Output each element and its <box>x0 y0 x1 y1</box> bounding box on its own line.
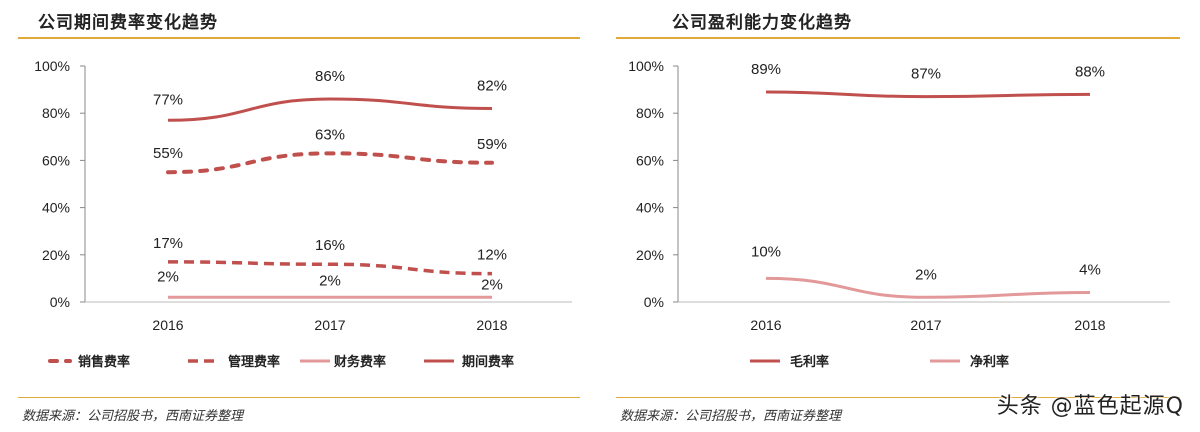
y-tick-label: 40% <box>42 200 70 216</box>
series-line <box>167 260 493 276</box>
data-label: 4% <box>1079 262 1101 279</box>
source-note: 数据来源：公司招股书，西南证券整理 <box>22 409 244 424</box>
footer-rule <box>18 397 580 398</box>
y-tick-label: 100% <box>628 58 664 74</box>
x-tick-label: 2016 <box>750 317 781 333</box>
x-tick-label: 2016 <box>152 317 183 333</box>
chart-title: 公司期间费率变化趋势 <box>38 13 218 33</box>
data-label: 89% <box>751 61 781 78</box>
data-label: 16% <box>315 237 345 254</box>
watermark: 头条 @蓝色起源Q <box>996 394 1184 419</box>
data-label: 77% <box>153 91 183 108</box>
data-label: 82% <box>477 77 507 94</box>
series-line <box>765 276 1091 299</box>
y-tick-label: 80% <box>42 105 70 121</box>
legend-label: 净利率 <box>970 354 1009 370</box>
title-rule <box>18 37 580 39</box>
data-label: 10% <box>751 243 781 260</box>
data-label: 55% <box>153 145 183 162</box>
series-line <box>166 151 494 175</box>
expense-rate-panel: 公司期间费率变化趋势 0% 20% 40% 60% 80% 100% 2016 2017 201… <box>0 0 590 432</box>
data-label: 2% <box>319 272 341 289</box>
source-note: 数据来源：公司招股书，西南证券整理 <box>620 409 842 424</box>
series-line <box>167 97 493 122</box>
x-tick-label: 2017 <box>910 317 941 333</box>
x-tick-label: 2017 <box>314 317 345 333</box>
data-label: 2% <box>157 268 179 285</box>
title-rule <box>616 37 1180 39</box>
data-label: 59% <box>477 136 507 153</box>
y-tick-label: 80% <box>636 105 664 121</box>
data-label: 12% <box>477 247 507 264</box>
y-tick-label: 60% <box>636 152 664 168</box>
x-tick-label: 2018 <box>1074 317 1105 333</box>
series-line <box>765 90 1091 99</box>
y-tick-label: 60% <box>42 152 70 168</box>
data-label: 88% <box>1075 63 1105 80</box>
data-label: 17% <box>153 235 183 252</box>
footer-rule <box>616 397 1180 398</box>
data-label: 63% <box>315 126 345 143</box>
data-label: 2% <box>481 276 503 293</box>
legend-label: 毛利率 <box>790 354 829 370</box>
legend-label: 期间费率 <box>462 354 514 370</box>
profitability-chart: 0% 20% 40% 60% 80% 100% 2016 2017 2018 89% 87% 88% 1… <box>628 58 1170 370</box>
legend-label: 管理费率 <box>228 354 280 370</box>
x-tick-label: 2018 <box>476 317 507 333</box>
y-tick-label: 20% <box>636 247 664 263</box>
y-tick-label: 20% <box>42 247 70 263</box>
y-tick-label: 0% <box>644 294 664 310</box>
y-tick-label: 40% <box>636 200 664 216</box>
y-tick-label: 0% <box>50 294 70 310</box>
data-label: 87% <box>911 66 941 83</box>
legend-label: 销售费率 <box>78 354 130 370</box>
data-label: 86% <box>315 68 345 85</box>
chart-title: 公司盈利能力变化趋势 <box>672 13 852 33</box>
y-tick-label: 100% <box>34 58 70 74</box>
legend-label: 财务费率 <box>334 354 386 370</box>
profitability-panel: 公司盈利能力变化趋势 0% 20% 40% 60% 80% 100% 2016 2017 201… <box>600 0 1200 432</box>
data-label: 2% <box>915 266 937 283</box>
expense-rate-chart: 0% 20% 40% 60% 80% 100% 2016 2017 2018 55% 63% 59% 1… <box>34 58 572 370</box>
